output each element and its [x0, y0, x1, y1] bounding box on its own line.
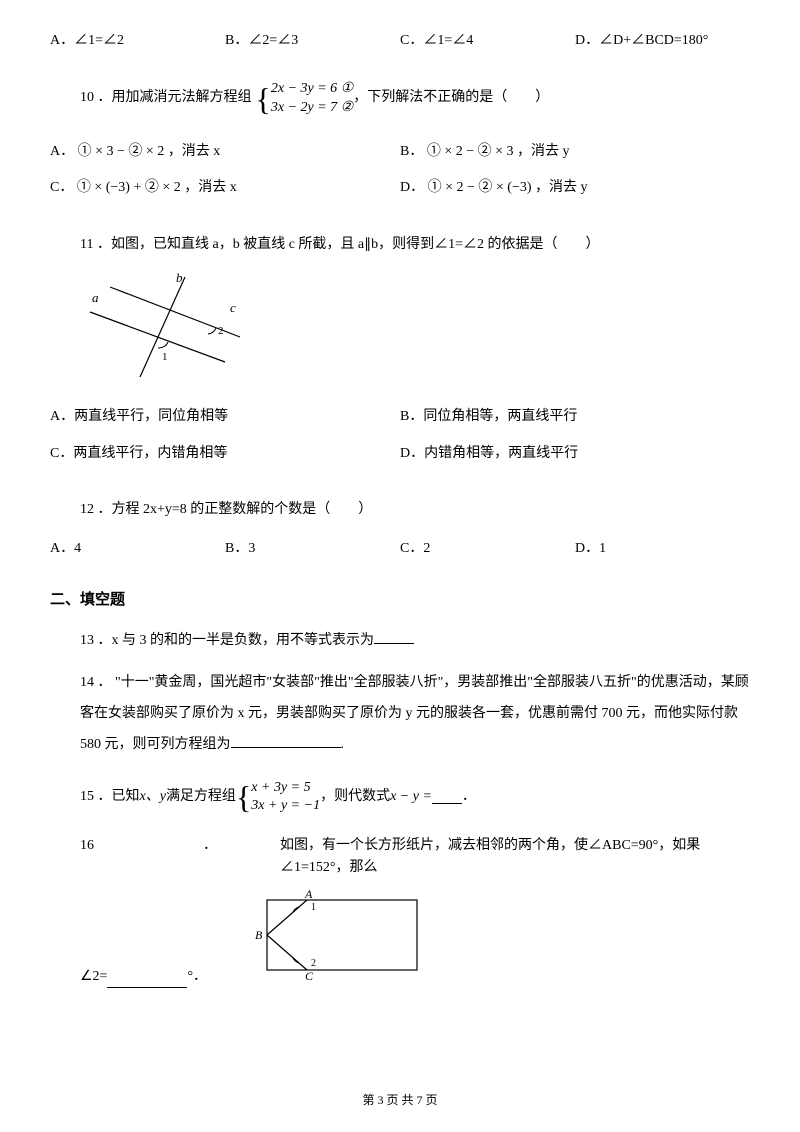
opt-expr: ① × (−3) + ② × 2	[77, 180, 181, 195]
q13-stem: 13 ．x 与 3 的和的一半是负数，用不等式表示为	[50, 630, 750, 652]
section-2-header: 二、填空题	[50, 588, 750, 612]
q14-paragraph: 14 ． "十一"黄金周，国光超市"女装部"推出"全部服装八折"，男装部推出"全…	[50, 668, 750, 760]
opt-expr: ① × 2 − ② × (−3)	[428, 180, 532, 195]
q16-stem-row: 16 ． 如图，有一个长方形纸片，减去相邻的两个角，使∠ABC=90°，如果∠1…	[80, 835, 750, 880]
q9-opt-d: D．∠D+∠BCD=180°	[575, 30, 750, 52]
q16-figure: A B C 1 2	[237, 890, 427, 988]
q10-eq1: 2x − 3y = 6 ①	[271, 80, 353, 98]
q10-opt-b: B． ① × 2 − ② × 3 ，消去 y	[400, 141, 750, 163]
label-2: 2	[311, 958, 316, 969]
q11-options: A．两直线平行，同位角相等 B．同位角相等，两直线平行 C．两直线平行，内错角相…	[50, 406, 750, 479]
q15-post: ，则代数式	[320, 786, 390, 808]
q11-figure: a b c 2 1	[80, 272, 750, 390]
q15-eq2: 3x + y = −1	[251, 797, 320, 815]
q12-opt-c: C．2	[400, 538, 575, 560]
q15-equation-system: { x + 3y = 5 3x + y = −1	[236, 779, 320, 815]
brace-icon: {	[236, 781, 251, 813]
opt-post: ，消去 x	[168, 144, 221, 159]
q9-opt-a: A．∠1=∠2	[50, 30, 225, 52]
blank-underline	[432, 790, 462, 804]
q12-opt-b: B．3	[225, 538, 400, 560]
blank-underline	[107, 974, 187, 988]
q10-opt-d: D． ① × 2 − ② × (−3) ，消去 y	[400, 177, 750, 199]
q11-opt-c: C．两直线平行，内错角相等	[50, 443, 400, 465]
q10-stem-pre: 用加减消元法解方程组	[112, 87, 252, 109]
q14-text: 14 ． "十一"黄金周，国光超市"女装部"推出"全部服装八折"，男装部推出"全…	[80, 675, 749, 752]
opt-expr: ① × 2 − ② × 3	[427, 144, 514, 159]
q16-angle2-pre: ∠2=	[80, 966, 107, 988]
q15-pre: 已知	[112, 786, 140, 808]
q10-opt-c: C． ① × (−3) + ② × 2 ，消去 x	[50, 177, 400, 199]
q16-dot: ．	[140, 835, 280, 880]
q12-stem: 12 ．方程 2x+y=8 的正整数解的个数是（ ）	[50, 499, 750, 521]
label-C: C	[305, 969, 314, 980]
q15-vars: x、y	[140, 786, 166, 808]
q10-number: 10 ．	[80, 87, 112, 109]
q15-stem: 15 ． 已知 x、y 满足方程组 { x + 3y = 5 3x + y = …	[50, 779, 750, 815]
q10-options: A． ① × 3 − ② × 2 ，消去 x B． ① × 2 − ② × 3 …	[50, 141, 750, 214]
label-angle-1: 1	[162, 351, 168, 363]
q16-bottom-row: ∠2= °． A B C 1 2	[80, 890, 750, 988]
q14-period: .	[341, 737, 345, 752]
q10-stem: 10 ． 用加减消元法解方程组 { 2x − 3y = 6 ① 3x − 2y …	[50, 80, 750, 116]
label-1: 1	[311, 902, 316, 913]
label-A: A	[304, 890, 313, 901]
opt-post: ，消去 y	[517, 144, 570, 159]
q16-degree: °．	[187, 966, 207, 988]
opt-label: A．	[50, 144, 74, 159]
q16-stem-text: 如图，有一个长方形纸片，减去相邻的两个角，使∠ABC=90°，如果∠1=152°…	[280, 835, 750, 880]
blank-underline	[231, 734, 341, 748]
q15-expr: x − y =	[390, 786, 432, 808]
q10-opt-a: A． ① × 3 − ② × 2 ，消去 x	[50, 141, 400, 163]
q10-stem-post: ，下列解法不正确的是（ ）	[353, 87, 549, 109]
page-footer: 第 3 页 共 7 页	[0, 1091, 800, 1110]
label-c: c	[230, 300, 236, 315]
q15-eq1: x + 3y = 5	[251, 779, 320, 797]
q11-opt-d: D．内错角相等，两直线平行	[400, 443, 750, 465]
opt-label: D．	[400, 180, 424, 195]
blank-underline	[374, 630, 414, 644]
opt-label: B．	[400, 144, 423, 159]
q12-opt-a: A．4	[50, 538, 225, 560]
q9-opt-c: C．∠1=∠4	[400, 30, 575, 52]
opt-post: ，消去 y	[535, 180, 588, 195]
q9-options: A．∠1=∠2 B．∠2=∠3 C．∠1=∠4 D．∠D+∠BCD=180°	[50, 30, 750, 52]
brace-icon: {	[256, 83, 271, 115]
q16-number: 16	[80, 835, 140, 880]
q16: 16 ． 如图，有一个长方形纸片，减去相邻的两个角，使∠ABC=90°，如果∠1…	[50, 835, 750, 988]
q15-number: 15 ．	[80, 786, 112, 808]
q12-opt-d: D．1	[575, 538, 750, 560]
q12-options: A．4 B．3 C．2 D．1	[50, 538, 750, 560]
label-b: b	[176, 272, 183, 285]
opt-post: ，消去 x	[184, 180, 237, 195]
q15-tail: ．	[462, 786, 476, 808]
label-B: B	[255, 928, 263, 942]
label-a: a	[92, 290, 99, 305]
q15-mid: 满足方程组	[166, 786, 236, 808]
label-angle-2: 2	[218, 325, 224, 337]
q11-stem: 11 ．如图，已知直线 a，b 被直线 c 所截，且 a∥b，则得到∠1=∠2 …	[50, 234, 750, 256]
opt-label: C．	[50, 180, 73, 195]
q13-text: 13 ．x 与 3 的和的一半是负数，用不等式表示为	[80, 633, 374, 648]
q10-equation-system: { 2x − 3y = 6 ① 3x − 2y = 7 ②	[256, 80, 354, 116]
opt-expr: ① × 3 − ② × 2	[78, 144, 165, 159]
q10-eq2: 3x − 2y = 7 ②	[271, 99, 353, 117]
q11-opt-a: A．两直线平行，同位角相等	[50, 406, 400, 428]
q11-opt-b: B．同位角相等，两直线平行	[400, 406, 750, 428]
q9-opt-b: B．∠2=∠3	[225, 30, 400, 52]
